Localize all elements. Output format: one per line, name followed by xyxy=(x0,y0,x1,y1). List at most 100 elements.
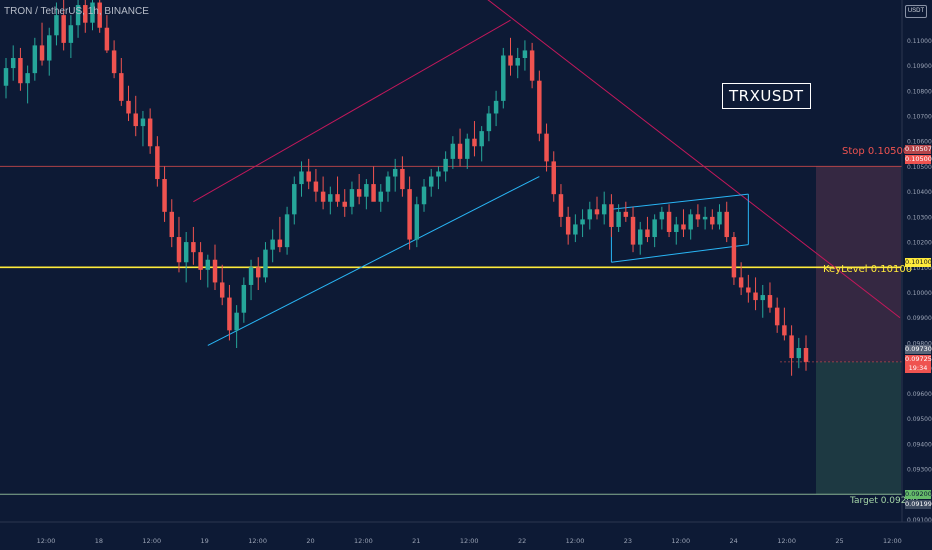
candle-body xyxy=(666,211,672,232)
time-tick-label: 12:00 xyxy=(671,537,690,545)
candle-body xyxy=(32,45,38,74)
candle-body xyxy=(10,58,16,69)
candle-body xyxy=(609,204,614,227)
candle-body xyxy=(551,161,556,195)
candle-body xyxy=(630,216,636,245)
candle-body xyxy=(623,211,629,217)
candle-body xyxy=(126,100,131,114)
candle-body xyxy=(479,131,484,147)
candle-body xyxy=(83,5,88,23)
candle-body xyxy=(558,194,564,217)
candle-body xyxy=(710,216,715,225)
candle-body xyxy=(681,224,686,230)
time-tick-label: 12:00 xyxy=(142,537,161,545)
price-tick-label: 0.10600 xyxy=(907,139,932,146)
candles xyxy=(3,0,809,376)
candle-body xyxy=(753,292,758,301)
price-tag-target-a: 0.09200 xyxy=(905,490,932,499)
candle-body xyxy=(3,68,9,86)
candle-body xyxy=(638,229,643,245)
candle-body xyxy=(515,58,520,66)
candle-body xyxy=(39,45,45,61)
candle-body xyxy=(565,216,571,235)
candle-body xyxy=(198,252,203,270)
target-annotation: Target 0.09200 xyxy=(850,496,918,506)
candle-body xyxy=(61,15,66,43)
time-tick-label: 25 xyxy=(835,537,843,545)
candle-body xyxy=(349,189,355,207)
candle-body xyxy=(378,191,384,202)
time-tick-label: 22 xyxy=(518,537,526,545)
candle-body xyxy=(342,201,347,207)
candle-body xyxy=(47,35,52,61)
price-tick-label: 0.10000 xyxy=(907,290,932,297)
candle-body xyxy=(256,267,261,278)
price-tick-label: 0.10400 xyxy=(907,189,932,196)
time-tick-label: 18 xyxy=(95,537,103,545)
time-tick-label: 12:00 xyxy=(460,537,479,545)
candle-body xyxy=(169,211,174,238)
candle-body xyxy=(436,171,441,177)
candle-body xyxy=(746,287,751,293)
candle-body xyxy=(407,189,412,240)
candle-body xyxy=(537,80,542,134)
candle-body xyxy=(688,214,693,230)
currency-unit[interactable]: USDT xyxy=(905,5,927,18)
candle-body xyxy=(731,237,737,278)
candle-body xyxy=(724,211,729,238)
candle-body xyxy=(227,297,232,331)
candle-body xyxy=(371,184,376,202)
candle-body xyxy=(292,184,297,215)
candle-body xyxy=(335,194,340,202)
time-tick-label: 12:00 xyxy=(566,537,585,545)
candle-body xyxy=(767,295,773,308)
candle-body xyxy=(782,325,787,336)
stop-annotation: Stop 0.10500 xyxy=(842,146,910,157)
price-tick-label: 0.09500 xyxy=(907,416,932,423)
time-tick-label: 12:00 xyxy=(248,537,267,545)
candle-body xyxy=(465,138,470,159)
candle-body xyxy=(803,348,809,362)
candle-body xyxy=(90,2,95,23)
key-level-annotation: KeyLevel 0.10100 xyxy=(823,264,913,275)
price-axis-bg xyxy=(902,0,932,550)
rising-trendline-bottom xyxy=(207,176,540,346)
candle-body xyxy=(501,55,506,101)
candle-body xyxy=(529,50,535,81)
candle-body xyxy=(702,216,708,220)
price-tick-label: 0.09600 xyxy=(907,391,932,398)
candle-body xyxy=(789,335,794,359)
candle-body xyxy=(140,118,146,127)
price-tick-label: 0.09400 xyxy=(907,441,932,448)
price-tick-label: 0.09800 xyxy=(907,340,932,347)
candle-body xyxy=(450,143,456,159)
candle-body xyxy=(306,171,311,182)
chart-title: TRON / TetherUS, 1h, BINANCE xyxy=(4,6,149,17)
candle-body xyxy=(645,229,650,238)
candle-body xyxy=(674,224,679,232)
candle-body xyxy=(796,348,802,359)
candle-body xyxy=(313,181,319,192)
price-axis: 0.110000.109000.108000.107000.106000.105… xyxy=(901,0,932,550)
price-tag-stop-a: 0.10507 xyxy=(905,145,932,154)
candle-body xyxy=(219,282,225,298)
horizontal-levels xyxy=(0,165,905,495)
time-axis-bg xyxy=(0,522,932,550)
candle-body xyxy=(248,267,254,285)
price-tag-target-b: 0.09199 xyxy=(905,500,932,509)
candle-body xyxy=(443,158,448,172)
price-tick-label: 0.09900 xyxy=(907,315,932,322)
candle-body xyxy=(414,204,420,240)
candle-body xyxy=(18,58,23,84)
time-tick-label: 12:00 xyxy=(354,537,373,545)
candle-body xyxy=(760,295,765,301)
candle-body xyxy=(263,249,268,278)
time-tick-label: 21 xyxy=(412,537,420,545)
candle-body xyxy=(183,242,189,263)
candle-body xyxy=(54,15,59,36)
time-tick-label: 12:00 xyxy=(883,537,902,545)
candle-body xyxy=(774,307,780,326)
candle-body xyxy=(738,277,744,288)
